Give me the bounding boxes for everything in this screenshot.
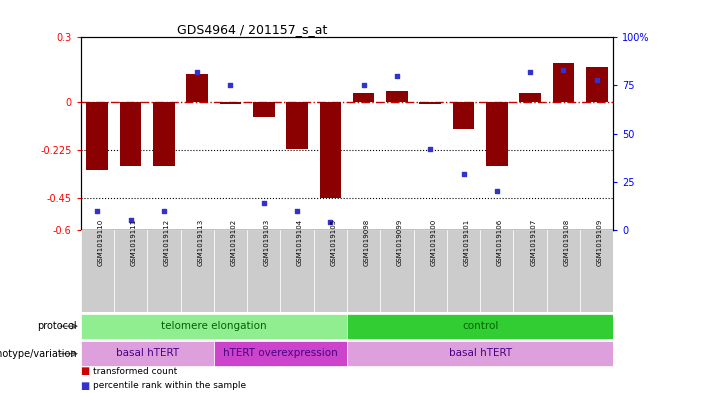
- Bar: [552, 63, 574, 101]
- Point: [591, 77, 602, 83]
- Text: control: control: [462, 321, 498, 331]
- Bar: [186, 74, 208, 101]
- Point: [158, 208, 170, 214]
- Bar: [347, 230, 381, 312]
- Text: GSM1019100: GSM1019100: [430, 219, 436, 266]
- Bar: [320, 101, 341, 198]
- Text: GSM1019104: GSM1019104: [297, 219, 303, 266]
- Bar: [453, 101, 475, 129]
- Bar: [314, 230, 347, 312]
- Bar: [280, 230, 314, 312]
- Text: GSM1019098: GSM1019098: [364, 219, 369, 266]
- Text: GSM1019101: GSM1019101: [463, 219, 470, 266]
- Bar: [486, 101, 508, 166]
- Bar: [214, 341, 347, 366]
- Point: [358, 82, 369, 88]
- Bar: [480, 230, 513, 312]
- Bar: [414, 230, 447, 312]
- Text: ■: ■: [81, 366, 93, 376]
- Text: GSM1019109: GSM1019109: [597, 219, 603, 266]
- Text: GSM1019102: GSM1019102: [231, 219, 236, 266]
- Bar: [353, 93, 374, 101]
- Bar: [81, 314, 347, 338]
- Bar: [514, 230, 547, 312]
- Text: genotype/variation: genotype/variation: [0, 349, 77, 359]
- Text: percentile rank within the sample: percentile rank within the sample: [93, 382, 246, 390]
- Bar: [347, 314, 613, 338]
- Bar: [347, 341, 613, 366]
- Point: [391, 73, 402, 79]
- Bar: [86, 101, 108, 170]
- Text: GSM1019106: GSM1019106: [497, 219, 503, 266]
- Bar: [386, 91, 408, 101]
- Bar: [547, 230, 580, 312]
- Point: [92, 208, 103, 214]
- Text: GSM1019107: GSM1019107: [530, 219, 536, 266]
- Bar: [447, 230, 480, 312]
- Text: GSM1019108: GSM1019108: [564, 219, 569, 266]
- Point: [325, 219, 336, 225]
- Bar: [120, 101, 142, 166]
- Bar: [247, 230, 280, 312]
- Bar: [419, 101, 441, 104]
- Text: GDS4964 / 201157_s_at: GDS4964 / 201157_s_at: [177, 23, 327, 36]
- Text: GSM1019110: GSM1019110: [97, 219, 103, 266]
- Bar: [286, 101, 308, 149]
- Text: GSM1019099: GSM1019099: [397, 219, 403, 266]
- Bar: [214, 230, 247, 312]
- Text: GSM1019113: GSM1019113: [197, 219, 203, 266]
- Point: [458, 171, 469, 177]
- Text: basal hTERT: basal hTERT: [116, 348, 179, 358]
- Text: telomere elongation: telomere elongation: [161, 321, 266, 331]
- Bar: [253, 101, 275, 116]
- Point: [558, 67, 569, 73]
- Text: GSM1019112: GSM1019112: [164, 219, 170, 266]
- Text: hTERT overexpression: hTERT overexpression: [223, 348, 338, 358]
- Bar: [153, 101, 175, 166]
- Point: [191, 69, 203, 75]
- Point: [225, 82, 236, 88]
- Point: [524, 69, 536, 75]
- Text: ■: ■: [81, 381, 93, 391]
- Bar: [181, 230, 214, 312]
- Bar: [81, 341, 214, 366]
- Point: [292, 208, 303, 214]
- Point: [258, 200, 269, 206]
- Text: basal hTERT: basal hTERT: [449, 348, 512, 358]
- Bar: [81, 230, 114, 312]
- Point: [425, 146, 436, 152]
- Bar: [114, 230, 147, 312]
- Point: [125, 217, 136, 223]
- Text: GSM1019111: GSM1019111: [130, 219, 137, 266]
- Bar: [381, 230, 414, 312]
- Bar: [147, 230, 181, 312]
- Bar: [219, 101, 241, 104]
- Text: protocol: protocol: [37, 321, 77, 331]
- Bar: [519, 93, 541, 101]
- Text: GSM1019103: GSM1019103: [264, 219, 270, 266]
- Bar: [586, 67, 608, 101]
- Point: [491, 188, 503, 195]
- Text: transformed count: transformed count: [93, 367, 177, 376]
- Bar: [580, 230, 613, 312]
- Text: GSM1019105: GSM1019105: [330, 219, 336, 266]
